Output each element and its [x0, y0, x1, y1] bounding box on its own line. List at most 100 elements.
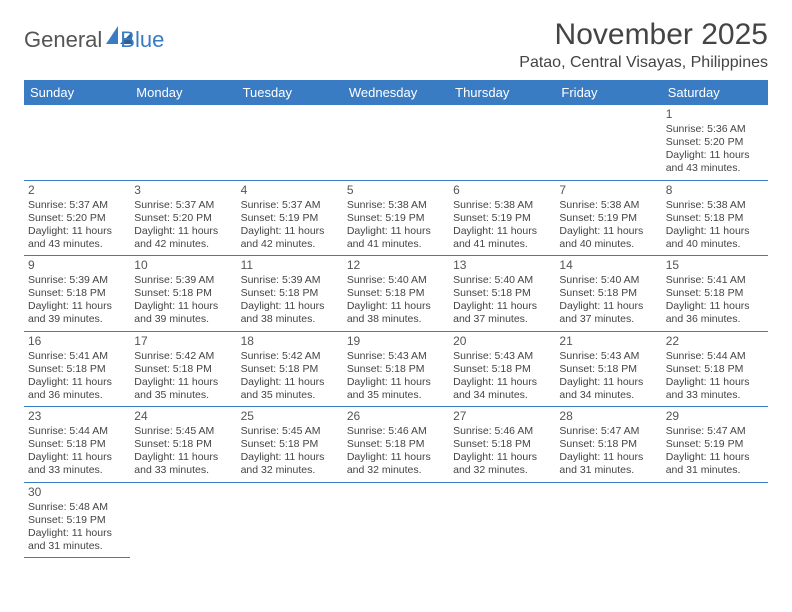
sunrise-line: Sunrise: 5:42 AM: [134, 350, 232, 363]
sunrise-line: Sunrise: 5:41 AM: [28, 350, 126, 363]
day-number: 16: [28, 334, 126, 349]
calendar-cell: 24Sunrise: 5:45 AMSunset: 5:18 PMDayligh…: [130, 407, 236, 483]
calendar-cell: 5Sunrise: 5:38 AMSunset: 5:19 PMDaylight…: [343, 180, 449, 256]
calendar-cell: 16Sunrise: 5:41 AMSunset: 5:18 PMDayligh…: [24, 331, 130, 407]
calendar-table: SundayMondayTuesdayWednesdayThursdayFrid…: [24, 80, 768, 558]
weekday-header: Wednesday: [343, 80, 449, 105]
daylight-line: Daylight: 11 hours and 41 minutes.: [347, 225, 445, 251]
calendar-cell: 6Sunrise: 5:38 AMSunset: 5:19 PMDaylight…: [449, 180, 555, 256]
calendar-cell-empty: [662, 482, 768, 558]
day-number: 21: [559, 334, 657, 349]
calendar-cell: 20Sunrise: 5:43 AMSunset: 5:18 PMDayligh…: [449, 331, 555, 407]
sunrise-line: Sunrise: 5:40 AM: [559, 274, 657, 287]
sunrise-line: Sunrise: 5:42 AM: [241, 350, 339, 363]
day-number: 28: [559, 409, 657, 424]
sunset-line: Sunset: 5:18 PM: [28, 438, 126, 451]
calendar-cell: 28Sunrise: 5:47 AMSunset: 5:18 PMDayligh…: [555, 407, 661, 483]
weekday-header: Saturday: [662, 80, 768, 105]
sunset-line: Sunset: 5:20 PM: [666, 136, 764, 149]
sunrise-line: Sunrise: 5:39 AM: [28, 274, 126, 287]
calendar-cell-empty: [237, 482, 343, 558]
day-number: 1: [666, 107, 764, 122]
daylight-line: Daylight: 11 hours and 42 minutes.: [241, 225, 339, 251]
calendar-cell-empty: [24, 105, 130, 180]
day-number: 8: [666, 183, 764, 198]
sunrise-line: Sunrise: 5:41 AM: [666, 274, 764, 287]
sunset-line: Sunset: 5:20 PM: [134, 212, 232, 225]
day-number: 18: [241, 334, 339, 349]
sunrise-line: Sunrise: 5:38 AM: [559, 199, 657, 212]
sunset-line: Sunset: 5:19 PM: [28, 514, 126, 527]
calendar-cell-empty: [555, 482, 661, 558]
sunset-line: Sunset: 5:18 PM: [28, 363, 126, 376]
sunrise-line: Sunrise: 5:38 AM: [453, 199, 551, 212]
day-number: 24: [134, 409, 232, 424]
day-number: 23: [28, 409, 126, 424]
weekday-header: Monday: [130, 80, 236, 105]
sunset-line: Sunset: 5:18 PM: [134, 363, 232, 376]
calendar-cell: 8Sunrise: 5:38 AMSunset: 5:18 PMDaylight…: [662, 180, 768, 256]
day-number: 13: [453, 258, 551, 273]
sunset-line: Sunset: 5:18 PM: [453, 363, 551, 376]
calendar-cell-empty: [449, 105, 555, 180]
calendar-cell: 19Sunrise: 5:43 AMSunset: 5:18 PMDayligh…: [343, 331, 449, 407]
day-number: 9: [28, 258, 126, 273]
daylight-line: Daylight: 11 hours and 37 minutes.: [559, 300, 657, 326]
daylight-line: Daylight: 11 hours and 38 minutes.: [347, 300, 445, 326]
sunset-line: Sunset: 5:18 PM: [453, 438, 551, 451]
calendar-cell: 18Sunrise: 5:42 AMSunset: 5:18 PMDayligh…: [237, 331, 343, 407]
daylight-line: Daylight: 11 hours and 38 minutes.: [241, 300, 339, 326]
sunrise-line: Sunrise: 5:40 AM: [453, 274, 551, 287]
sunset-line: Sunset: 5:18 PM: [559, 287, 657, 300]
day-number: 25: [241, 409, 339, 424]
calendar-row: 30Sunrise: 5:48 AMSunset: 5:19 PMDayligh…: [24, 482, 768, 558]
daylight-line: Daylight: 11 hours and 34 minutes.: [559, 376, 657, 402]
daylight-line: Daylight: 11 hours and 43 minutes.: [666, 149, 764, 175]
calendar-cell: 14Sunrise: 5:40 AMSunset: 5:18 PMDayligh…: [555, 256, 661, 332]
sunset-line: Sunset: 5:18 PM: [134, 438, 232, 451]
brand-general: General: [24, 27, 102, 53]
daylight-line: Daylight: 11 hours and 37 minutes.: [453, 300, 551, 326]
sunset-line: Sunset: 5:19 PM: [559, 212, 657, 225]
calendar-row: 23Sunrise: 5:44 AMSunset: 5:18 PMDayligh…: [24, 407, 768, 483]
day-number: 2: [28, 183, 126, 198]
sunset-line: Sunset: 5:18 PM: [666, 287, 764, 300]
sunrise-line: Sunrise: 5:47 AM: [559, 425, 657, 438]
calendar-cell-empty: [237, 105, 343, 180]
location-subtitle: Patao, Central Visayas, Philippines: [519, 54, 768, 72]
calendar-cell: 10Sunrise: 5:39 AMSunset: 5:18 PMDayligh…: [130, 256, 236, 332]
sunset-line: Sunset: 5:18 PM: [559, 438, 657, 451]
daylight-line: Daylight: 11 hours and 31 minutes.: [28, 527, 126, 553]
sunset-line: Sunset: 5:18 PM: [666, 212, 764, 225]
daylight-line: Daylight: 11 hours and 36 minutes.: [28, 376, 126, 402]
day-number: 29: [666, 409, 764, 424]
brand-blue: Blue: [120, 27, 164, 53]
sunset-line: Sunset: 5:18 PM: [134, 287, 232, 300]
daylight-line: Daylight: 11 hours and 41 minutes.: [453, 225, 551, 251]
sunrise-line: Sunrise: 5:39 AM: [241, 274, 339, 287]
sunset-line: Sunset: 5:18 PM: [241, 438, 339, 451]
sunset-line: Sunset: 5:18 PM: [559, 363, 657, 376]
day-number: 22: [666, 334, 764, 349]
day-number: 19: [347, 334, 445, 349]
sunrise-line: Sunrise: 5:43 AM: [453, 350, 551, 363]
day-number: 20: [453, 334, 551, 349]
calendar-cell: 15Sunrise: 5:41 AMSunset: 5:18 PMDayligh…: [662, 256, 768, 332]
calendar-cell: 12Sunrise: 5:40 AMSunset: 5:18 PMDayligh…: [343, 256, 449, 332]
daylight-line: Daylight: 11 hours and 35 minutes.: [241, 376, 339, 402]
daylight-line: Daylight: 11 hours and 40 minutes.: [559, 225, 657, 251]
weekday-header: Tuesday: [237, 80, 343, 105]
day-number: 30: [28, 485, 126, 500]
calendar-row: 9Sunrise: 5:39 AMSunset: 5:18 PMDaylight…: [24, 256, 768, 332]
sunset-line: Sunset: 5:18 PM: [28, 287, 126, 300]
calendar-body: 1Sunrise: 5:36 AMSunset: 5:20 PMDaylight…: [24, 105, 768, 558]
calendar-cell: 11Sunrise: 5:39 AMSunset: 5:18 PMDayligh…: [237, 256, 343, 332]
day-number: 10: [134, 258, 232, 273]
daylight-line: Daylight: 11 hours and 36 minutes.: [666, 300, 764, 326]
day-number: 12: [347, 258, 445, 273]
daylight-line: Daylight: 11 hours and 31 minutes.: [666, 451, 764, 477]
sunrise-line: Sunrise: 5:36 AM: [666, 123, 764, 136]
sunset-line: Sunset: 5:19 PM: [347, 212, 445, 225]
calendar-cell-empty: [555, 105, 661, 180]
brand-logo: General Blue: [24, 26, 180, 53]
